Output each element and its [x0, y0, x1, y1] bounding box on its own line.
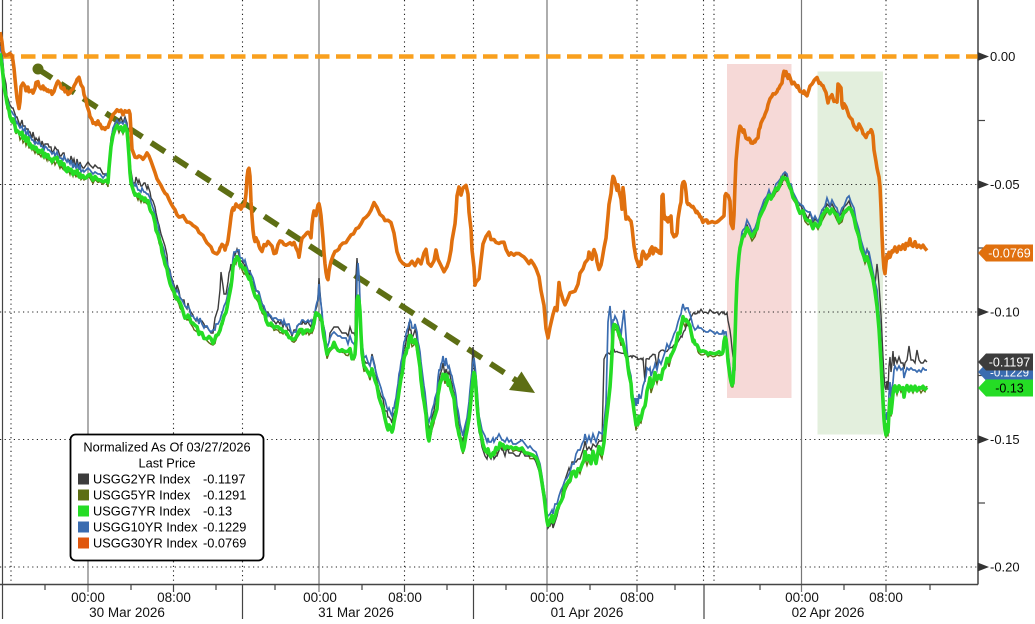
svg-text:-0.1197: -0.1197 — [203, 472, 245, 487]
svg-text:-0.1229: -0.1229 — [203, 520, 246, 535]
svg-text:02 Apr 2026: 02 Apr 2026 — [792, 605, 865, 619]
svg-text:-0.10: -0.10 — [990, 305, 1020, 320]
svg-text:08:00: 08:00 — [869, 590, 903, 605]
svg-text:0.00: 0.00 — [990, 49, 1015, 64]
svg-text:Normalized As Of 03/27/2026: Normalized As Of 03/27/2026 — [83, 440, 250, 455]
svg-text:00:00: 00:00 — [71, 590, 105, 605]
svg-text:USGG30YR Index: USGG30YR Index — [93, 536, 198, 551]
svg-text:-0.1197: -0.1197 — [989, 356, 1031, 370]
svg-text:-0.1291: -0.1291 — [203, 488, 246, 503]
svg-text:USGG2YR Index: USGG2YR Index — [93, 472, 191, 487]
svg-text:08:00: 08:00 — [157, 590, 191, 605]
svg-text:-0.13: -0.13 — [203, 504, 232, 519]
svg-text:-0.05: -0.05 — [990, 177, 1020, 192]
svg-text:00:00: 00:00 — [530, 590, 564, 605]
svg-text:USGG5YR Index: USGG5YR Index — [93, 488, 191, 503]
svg-text:-0.15: -0.15 — [990, 432, 1020, 447]
svg-text:-0.13: -0.13 — [995, 382, 1024, 396]
svg-text:08:00: 08:00 — [620, 590, 654, 605]
svg-text:USGG10YR Index: USGG10YR Index — [93, 520, 198, 535]
svg-text:Last Price: Last Price — [139, 456, 196, 471]
svg-text:31 Mar 2026: 31 Mar 2026 — [318, 605, 394, 619]
svg-text:01 Apr 2026: 01 Apr 2026 — [551, 605, 624, 619]
svg-text:30 Mar 2026: 30 Mar 2026 — [89, 605, 165, 619]
svg-text:00:00: 00:00 — [303, 590, 337, 605]
svg-text:00:00: 00:00 — [785, 590, 819, 605]
svg-text:08:00: 08:00 — [388, 590, 422, 605]
svg-text:-0.0769: -0.0769 — [988, 247, 1030, 261]
svg-text:-0.20: -0.20 — [990, 560, 1020, 575]
svg-text:-0.0769: -0.0769 — [203, 536, 246, 551]
svg-text:USGG7YR Index: USGG7YR Index — [93, 504, 191, 519]
